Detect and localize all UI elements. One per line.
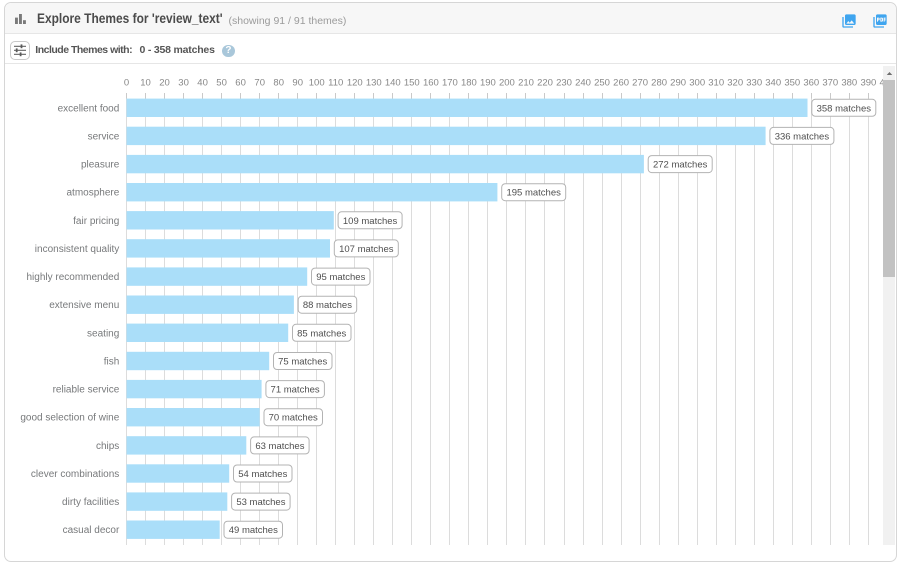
svg-text:95 matches: 95 matches bbox=[316, 272, 365, 283]
svg-text:240: 240 bbox=[575, 78, 591, 89]
svg-text:290: 290 bbox=[670, 78, 686, 89]
svg-text:40: 40 bbox=[197, 78, 208, 89]
svg-text:good selection of wine: good selection of wine bbox=[20, 413, 119, 424]
svg-text:280: 280 bbox=[651, 78, 667, 89]
svg-text:80: 80 bbox=[273, 78, 284, 89]
svg-text:clever combinations: clever combinations bbox=[31, 469, 119, 480]
svg-text:casual decor: casual decor bbox=[63, 525, 120, 536]
svg-text:310: 310 bbox=[708, 78, 724, 89]
svg-text:70 matches: 70 matches bbox=[269, 413, 318, 424]
svg-text:100: 100 bbox=[309, 78, 325, 89]
svg-text:70: 70 bbox=[254, 78, 265, 89]
svg-text:63 matches: 63 matches bbox=[255, 441, 304, 452]
svg-text:85 matches: 85 matches bbox=[297, 328, 346, 339]
svg-text:380: 380 bbox=[841, 78, 857, 89]
svg-text:200: 200 bbox=[499, 78, 515, 89]
svg-text:fair pricing: fair pricing bbox=[73, 216, 119, 227]
svg-text:330: 330 bbox=[746, 78, 762, 89]
svg-text:110: 110 bbox=[328, 78, 343, 89]
svg-text:130: 130 bbox=[366, 78, 382, 89]
svg-text:inconsistent quality: inconsistent quality bbox=[35, 244, 120, 255]
svg-text:370: 370 bbox=[822, 78, 838, 89]
svg-text:50: 50 bbox=[216, 78, 227, 89]
svg-text:20: 20 bbox=[159, 78, 170, 89]
svg-text:140: 140 bbox=[385, 78, 401, 89]
svg-text:75 matches: 75 matches bbox=[278, 357, 327, 368]
svg-text:360: 360 bbox=[803, 78, 819, 89]
svg-text:350: 350 bbox=[784, 78, 800, 89]
svg-text:230: 230 bbox=[556, 78, 572, 89]
svg-text:excellent food: excellent food bbox=[58, 103, 120, 114]
svg-text:pleasure: pleasure bbox=[81, 160, 120, 171]
svg-text:195 matches: 195 matches bbox=[506, 188, 561, 199]
svg-text:dirty facilities: dirty facilities bbox=[62, 497, 119, 508]
svg-text:atmosphere: atmosphere bbox=[66, 188, 119, 199]
svg-text:109 matches: 109 matches bbox=[343, 216, 398, 227]
svg-text:service: service bbox=[88, 131, 120, 142]
svg-text:53 matches: 53 matches bbox=[236, 497, 285, 508]
svg-text:390: 390 bbox=[860, 78, 876, 89]
svg-text:extensive menu: extensive menu bbox=[49, 300, 119, 311]
svg-text:300: 300 bbox=[689, 78, 705, 89]
svg-text:160: 160 bbox=[423, 78, 439, 89]
svg-text:358 matches: 358 matches bbox=[817, 103, 872, 114]
svg-text:88 matches: 88 matches bbox=[303, 300, 352, 311]
svg-text:49 matches: 49 matches bbox=[229, 525, 278, 536]
svg-text:210: 210 bbox=[518, 78, 534, 89]
svg-text:reliable service: reliable service bbox=[53, 385, 120, 396]
svg-text:fish: fish bbox=[104, 357, 120, 368]
svg-text:170: 170 bbox=[442, 78, 458, 89]
svg-text:90: 90 bbox=[292, 78, 303, 89]
svg-text:180: 180 bbox=[461, 78, 477, 89]
svg-text:107 matches: 107 matches bbox=[339, 244, 394, 255]
svg-text:272 matches: 272 matches bbox=[653, 160, 708, 171]
svg-text:270: 270 bbox=[632, 78, 648, 89]
svg-text:320: 320 bbox=[727, 78, 743, 89]
svg-text:220: 220 bbox=[537, 78, 553, 89]
svg-text:71 matches: 71 matches bbox=[271, 385, 320, 396]
svg-text:0: 0 bbox=[124, 78, 129, 89]
svg-text:chips: chips bbox=[96, 441, 119, 452]
svg-text:190: 190 bbox=[480, 78, 496, 89]
svg-text:10: 10 bbox=[140, 78, 151, 89]
svg-text:120: 120 bbox=[347, 78, 363, 89]
svg-text:260: 260 bbox=[613, 78, 629, 89]
svg-text:30: 30 bbox=[178, 78, 189, 89]
svg-text:250: 250 bbox=[594, 78, 610, 89]
svg-text:60: 60 bbox=[235, 78, 246, 89]
svg-text:336 matches: 336 matches bbox=[775, 131, 830, 142]
svg-text:seating: seating bbox=[87, 328, 119, 339]
svg-text:highly recommended: highly recommended bbox=[26, 272, 119, 283]
svg-text:340: 340 bbox=[765, 78, 781, 89]
svg-text:150: 150 bbox=[404, 78, 420, 89]
svg-text:54 matches: 54 matches bbox=[238, 469, 287, 480]
